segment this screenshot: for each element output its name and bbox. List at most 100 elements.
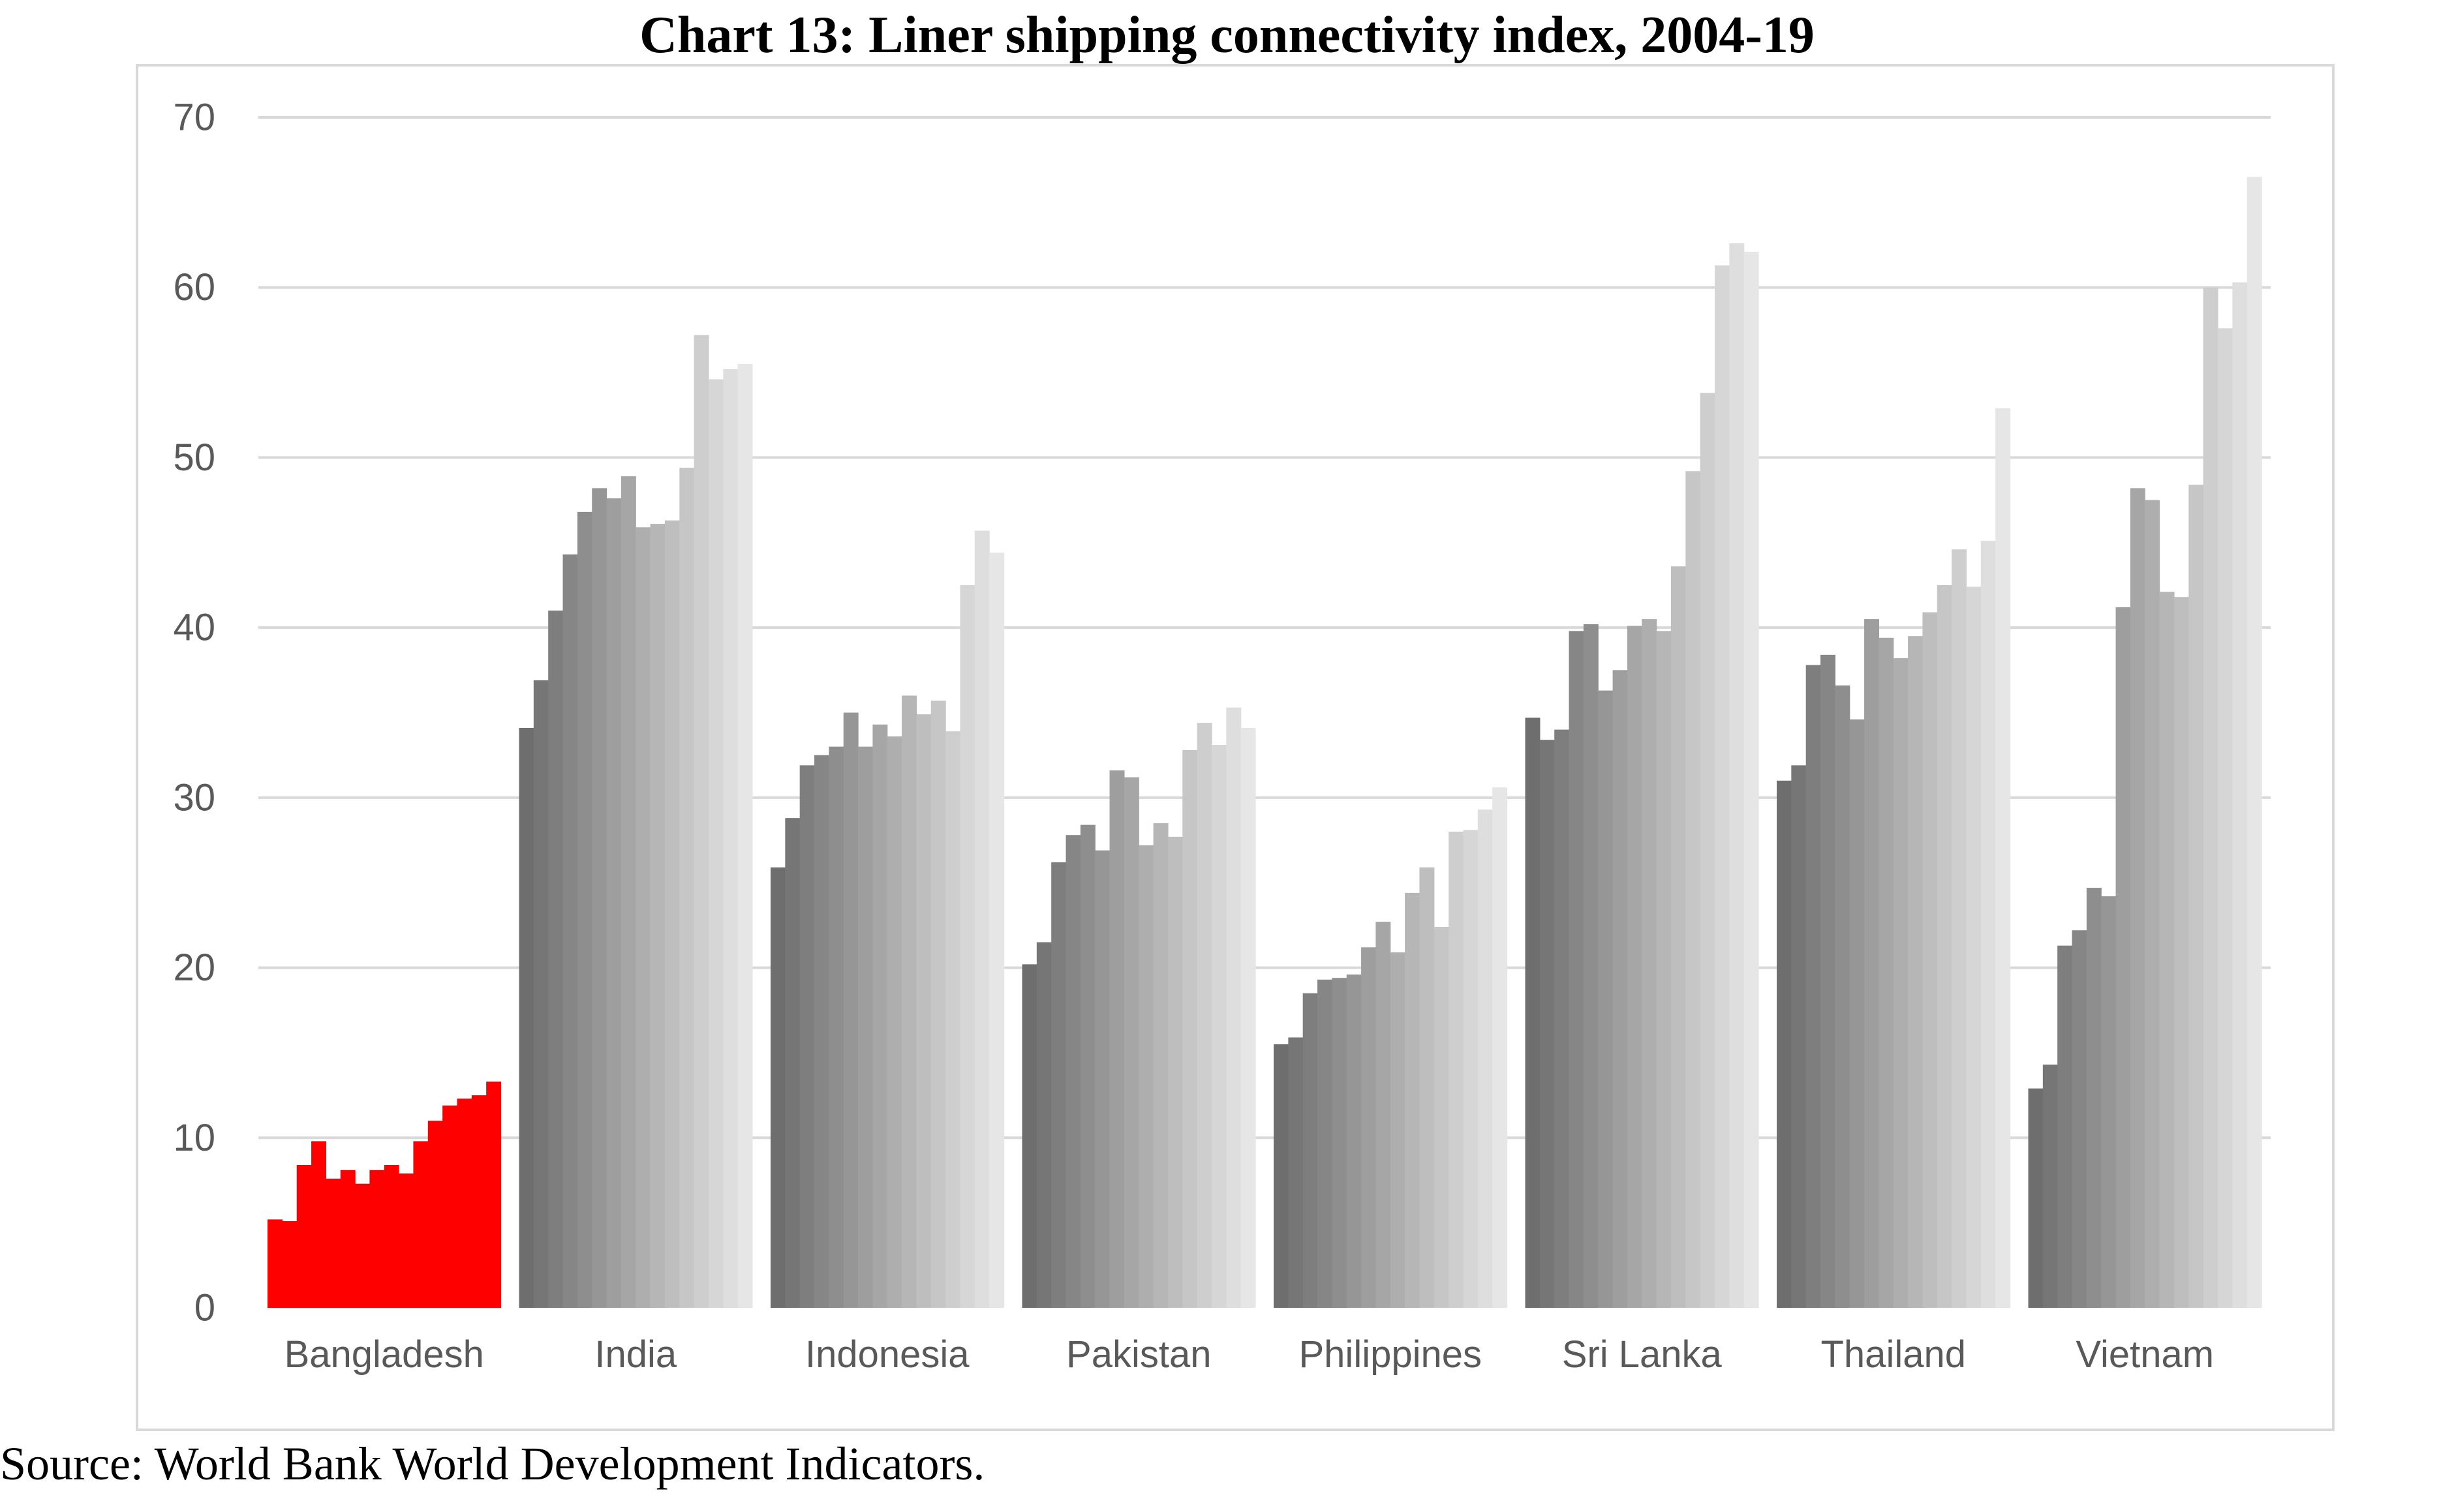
bar-thailand-2017 <box>1966 586 1982 1308</box>
bar-vietnam-2018 <box>2232 282 2248 1308</box>
bar-india-2017 <box>708 379 724 1308</box>
bar-philippines-2017 <box>1463 830 1479 1308</box>
bar-pakistan-2014 <box>1167 836 1183 1308</box>
bar-indonesia-2007 <box>814 755 829 1308</box>
bar-india-2004 <box>519 727 534 1308</box>
bar-sri-lanka-2016 <box>1700 393 1715 1308</box>
source-note: Source: World Bank World Development Ind… <box>0 1438 985 1490</box>
bar-philippines-2004 <box>1274 1044 1289 1308</box>
bar-sri-lanka-2013 <box>1656 631 1672 1308</box>
bar-indonesia-2012 <box>887 736 902 1308</box>
bar-sri-lanka-2014 <box>1670 566 1686 1308</box>
bar-bangladesh-2018 <box>471 1095 487 1308</box>
bar-vietnam-2017 <box>2217 328 2233 1308</box>
bar-thailand-2016 <box>1952 549 1967 1308</box>
bar-indonesia-2015 <box>930 701 946 1308</box>
bar-sri-lanka-2006 <box>1554 729 1570 1308</box>
bar-bangladesh-2013 <box>399 1173 414 1308</box>
y-tick-label-60: 60 <box>173 266 215 309</box>
bar-india-2007 <box>562 554 578 1308</box>
bar-india-2006 <box>548 611 564 1308</box>
bar-sri-lanka-2004 <box>1525 718 1541 1308</box>
bar-bangladesh-2009 <box>340 1170 356 1308</box>
bar-vietnam-2006 <box>2057 945 2073 1308</box>
category-label-vietnam: Vietnam <box>2076 1333 2214 1376</box>
bar-india-2012 <box>636 527 651 1308</box>
bar-indonesia-2010 <box>858 746 873 1308</box>
bar-sri-lanka-2005 <box>1539 740 1555 1308</box>
bar-indonesia-2017 <box>960 584 975 1308</box>
bar-philippines-2006 <box>1302 993 1318 1308</box>
bar-pakistan-2006 <box>1051 862 1067 1308</box>
bar-indonesia-2014 <box>916 714 932 1308</box>
bar-bangladesh-2019 <box>486 1081 502 1308</box>
bar-thailand-2012 <box>1893 658 1909 1308</box>
bar-pakistan-2018 <box>1226 707 1242 1308</box>
bar-thailand-2018 <box>1980 541 1996 1308</box>
bar-india-2014 <box>664 520 680 1308</box>
bar-thailand-2014 <box>1922 612 1938 1308</box>
bar-philippines-2008 <box>1332 978 1347 1308</box>
bar-bangladesh-2007 <box>311 1141 326 1308</box>
bar-sri-lanka-2017 <box>1714 265 1730 1308</box>
y-axis-tick-labels: 0 10 20 30 40 50 60 70 <box>173 97 215 1329</box>
bar-india-2008 <box>577 511 592 1308</box>
x-axis-category-labels: Bangladesh India Indonesia Pakistan Philippi… <box>284 1333 2215 1376</box>
bar-vietnam-2008 <box>2086 888 2102 1308</box>
bar-thailand-2005 <box>1791 765 1807 1308</box>
bar-thailand-2019 <box>1995 408 2011 1308</box>
bar-india-2010 <box>606 498 622 1308</box>
y-tick-label-20: 20 <box>173 946 215 989</box>
category-label-india: India <box>594 1333 677 1376</box>
bar-vietnam-2011 <box>2130 488 2145 1308</box>
bar-pakistan-2011 <box>1124 777 1139 1308</box>
bar-pakistan-2008 <box>1080 824 1096 1308</box>
bar-thailand-2008 <box>1835 685 1850 1308</box>
bar-sri-lanka-2012 <box>1642 619 1657 1308</box>
bar-pakistan-2007 <box>1066 835 1081 1308</box>
bar-vietnam-2012 <box>2145 500 2160 1308</box>
bar-sri-lanka-2015 <box>1685 471 1701 1308</box>
y-tick-label-30: 30 <box>173 776 215 819</box>
bar-bangladesh-2011 <box>369 1170 385 1308</box>
bar-philippines-2014 <box>1419 867 1435 1308</box>
bar-pakistan-2017 <box>1211 745 1227 1308</box>
bar-india-2018 <box>723 369 739 1308</box>
bar-vietnam-2010 <box>2115 607 2131 1308</box>
bar-indonesia-2018 <box>974 530 990 1308</box>
bar-sri-lanka-2008 <box>1583 624 1599 1308</box>
bar-bangladesh-2005 <box>282 1221 298 1308</box>
bar-thailand-2013 <box>1908 636 1924 1308</box>
bar-indonesia-2006 <box>799 765 815 1308</box>
bar-india-2016 <box>694 335 709 1308</box>
y-tick-label-70: 70 <box>173 97 215 139</box>
bar-indonesia-2009 <box>843 712 859 1308</box>
bar-pakistan-2010 <box>1109 770 1125 1308</box>
bar-thailand-2011 <box>1879 637 1894 1308</box>
bar-sri-lanka-2018 <box>1729 243 1745 1308</box>
bar-thailand-2010 <box>1864 619 1879 1308</box>
bar-pakistan-2009 <box>1095 850 1111 1308</box>
bar-pakistan-2005 <box>1036 942 1052 1308</box>
bar-vietnam-2016 <box>2203 287 2218 1308</box>
y-tick-label-40: 40 <box>173 607 215 649</box>
category-label-indonesia: Indonesia <box>805 1333 970 1376</box>
y-tick-label-50: 50 <box>173 436 215 479</box>
bar-philippines-2015 <box>1434 927 1449 1308</box>
bar-bangladesh-2017 <box>457 1098 472 1308</box>
bars <box>268 177 2262 1308</box>
bar-indonesia-2013 <box>902 695 917 1308</box>
bar-pakistan-2019 <box>1240 727 1256 1308</box>
bar-philippines-2016 <box>1449 832 1464 1308</box>
bar-philippines-2018 <box>1477 809 1493 1308</box>
bar-india-2009 <box>592 488 607 1308</box>
bar-philippines-2012 <box>1390 952 1405 1308</box>
bar-vietnam-2015 <box>2188 485 2204 1308</box>
bar-pakistan-2013 <box>1153 823 1169 1308</box>
bar-pakistan-2016 <box>1197 723 1212 1308</box>
bar-bangladesh-2006 <box>296 1165 312 1308</box>
bar-philippines-2011 <box>1375 922 1391 1308</box>
bar-indonesia-2011 <box>872 724 888 1308</box>
bar-pakistan-2015 <box>1182 749 1198 1308</box>
